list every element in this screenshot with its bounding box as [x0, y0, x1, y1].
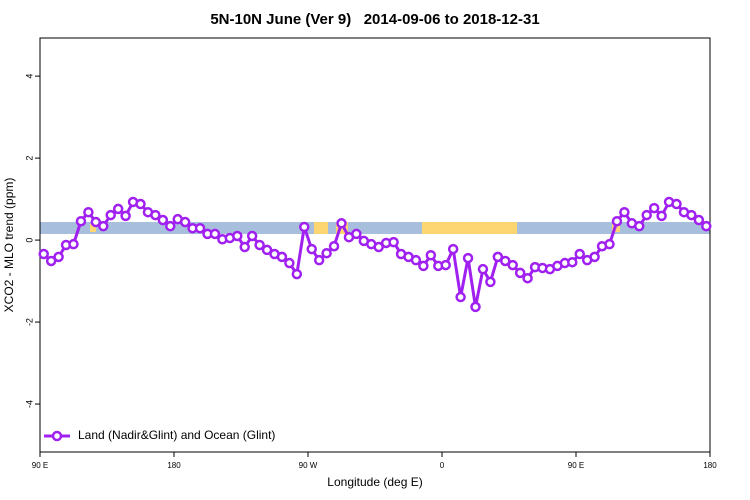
data-point	[299, 221, 310, 233]
x-tick-label: 180	[703, 461, 717, 470]
data-point	[388, 236, 399, 248]
data-point	[75, 215, 87, 227]
data-point	[589, 251, 600, 263]
x-tick-label: 90 W	[299, 461, 318, 470]
data-point	[120, 210, 131, 222]
y-axis-label: XCO2 - MLO trend (ppm)	[2, 178, 16, 313]
data-point	[470, 301, 481, 313]
x-tick-label: 90 E	[568, 461, 584, 470]
data-point	[232, 230, 243, 242]
data-point	[321, 247, 332, 259]
data-point	[455, 291, 466, 303]
data-point	[105, 209, 116, 221]
data-point	[336, 218, 347, 229]
data-point	[53, 251, 64, 263]
data-point	[179, 216, 191, 228]
data-point	[150, 209, 161, 221]
data-point	[135, 198, 146, 210]
data-point	[507, 259, 518, 271]
data-point	[641, 209, 652, 221]
data-point	[447, 243, 459, 255]
plot-frame	[39, 37, 711, 453]
legend-label: Land (Nadir&Glint) and Ocean (Glint)	[78, 428, 275, 442]
x-tick-label: 0	[440, 461, 445, 470]
data-point	[45, 255, 57, 267]
data-point	[686, 209, 697, 221]
data-point	[648, 202, 660, 214]
y-tick-label: 0	[24, 238, 34, 243]
data-point	[500, 255, 511, 267]
surface-strip	[40, 222, 710, 234]
x-tick-label: 180	[167, 461, 181, 470]
y-tick-label: -2	[24, 318, 34, 326]
data-point	[165, 220, 176, 232]
x-tick-label: 90 E	[32, 461, 48, 470]
data-point	[313, 254, 325, 266]
data-point	[261, 244, 273, 256]
chart-title: 5N-10N June (Ver 9) 2014-09-06 to 2018-1…	[210, 11, 539, 28]
data-point	[351, 228, 362, 240]
data-point	[38, 248, 49, 260]
data-point	[209, 228, 221, 240]
data-point	[373, 241, 384, 253]
data-point	[462, 252, 474, 264]
data-point	[619, 206, 630, 218]
data-point	[574, 248, 585, 260]
data-point	[410, 254, 422, 266]
data-point	[246, 230, 258, 242]
data-point	[112, 203, 124, 215]
data-point	[693, 214, 705, 226]
data-point	[291, 268, 303, 280]
x-axis-label: Longitude (deg E)	[327, 475, 422, 489]
data-point	[440, 259, 451, 271]
data-point	[567, 256, 578, 268]
data-point	[90, 216, 102, 228]
data-point	[284, 257, 295, 269]
y-tick-label: 4	[24, 74, 34, 79]
data-point	[254, 239, 265, 251]
y-tick-label: 2	[24, 156, 34, 161]
data-point	[701, 220, 712, 232]
data-point	[611, 215, 623, 227]
data-point	[514, 267, 526, 279]
data-point	[306, 243, 317, 255]
series-line	[42, 200, 708, 308]
data-point	[634, 220, 645, 232]
data-point	[492, 251, 504, 263]
data-point	[239, 241, 250, 253]
data-point	[418, 260, 429, 272]
data-point	[485, 276, 496, 288]
data-point	[98, 220, 109, 232]
data-point	[276, 251, 288, 263]
legend-marker	[51, 430, 63, 442]
data-point	[83, 206, 94, 218]
data-point	[656, 210, 667, 222]
data-point	[425, 249, 437, 261]
data-point	[194, 222, 206, 234]
data-point	[157, 214, 169, 226]
data-point	[522, 272, 533, 284]
data-point	[604, 238, 615, 250]
y-tick-label: -4	[24, 400, 34, 408]
data-point	[477, 263, 489, 275]
data-point	[68, 238, 79, 250]
data-point	[671, 198, 682, 210]
data-point	[328, 240, 340, 252]
